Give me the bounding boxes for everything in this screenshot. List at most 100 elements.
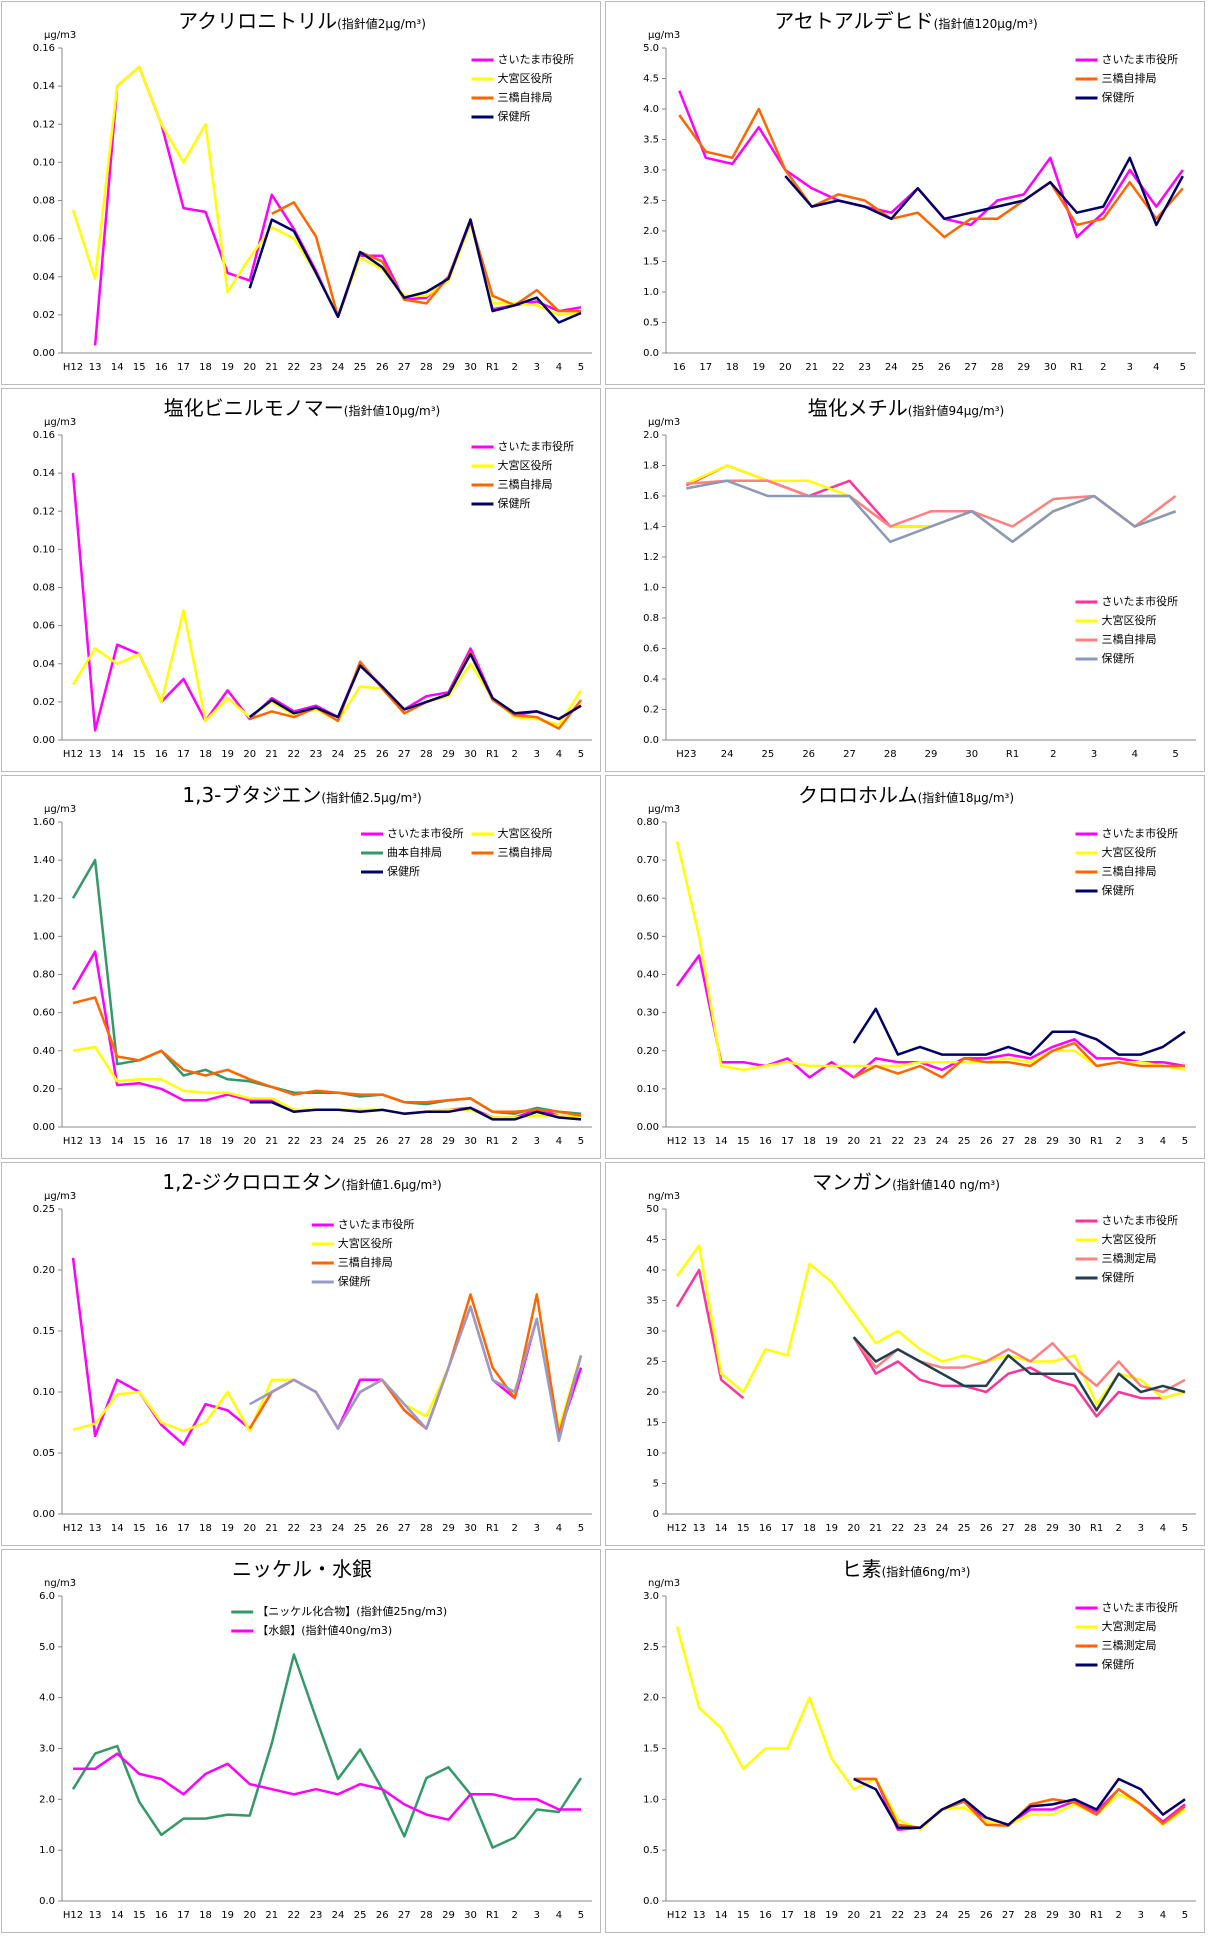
- y-tick-label: 1.60: [33, 817, 55, 828]
- x-tick-label: 16: [155, 749, 168, 760]
- y-tick-label: 6.0: [39, 1591, 55, 1602]
- x-tick-label: 25: [762, 749, 775, 760]
- y-tick-label: 4.5: [643, 74, 659, 85]
- y-tick-label: 0.4: [643, 674, 659, 685]
- chart-panel: 1,2-ジクロロエタン(指針値1.6μg/m³) μg/m3 0.00 0.05 0.1…: [1, 1162, 601, 1546]
- y-tick-label: 15: [646, 1418, 659, 1429]
- legend-label: さいたま市役所: [1102, 826, 1179, 840]
- legend-label: 大宮区役所: [1102, 1232, 1157, 1246]
- y-tick-label: 0.00: [637, 1122, 659, 1133]
- y-unit: μg/m3: [44, 1191, 76, 1202]
- chart-title-group: クロロホルム(指針値18μg/m³): [798, 783, 1014, 807]
- x-tick-label: 20: [243, 749, 256, 760]
- x-tick-label: 20: [847, 1136, 860, 1147]
- series-line: [852, 1336, 1186, 1412]
- x-tick-label: H12: [63, 1136, 83, 1147]
- y-tick-label: 1.2: [643, 552, 659, 563]
- x-tick-label: 14: [715, 1523, 728, 1534]
- x-tick-label: 30: [464, 1910, 477, 1921]
- series-line: [248, 218, 582, 324]
- x-tick-label: 20: [243, 1910, 256, 1921]
- x-tick-label: 14: [111, 749, 124, 760]
- y-tick-label: 0.14: [33, 468, 55, 479]
- x-tick-label: 5: [1172, 749, 1178, 760]
- x-tick-label: 17: [781, 1136, 794, 1147]
- x-tick-label: 15: [133, 1523, 146, 1534]
- x-tick-label: 14: [715, 1136, 728, 1147]
- x-tick-label: 14: [111, 362, 124, 373]
- legend-label: 三橋自排局: [498, 845, 553, 859]
- chart-title: 塩化メチル: [808, 396, 908, 420]
- legend-label: 大宮測定局: [1102, 1619, 1157, 1633]
- y-tick-label: 30: [646, 1326, 659, 1337]
- y-tick-label: 20: [646, 1387, 659, 1398]
- series-line: [686, 479, 1177, 544]
- chart-title-group: ニッケル・水銀: [232, 1557, 372, 1581]
- chart-title: ニッケル・水銀: [232, 1557, 372, 1581]
- y-tick-label: 0.60: [637, 893, 659, 904]
- x-tick-label: 3: [1138, 1136, 1144, 1147]
- series-line: [675, 1244, 1186, 1406]
- x-tick-label: 19: [221, 362, 234, 373]
- x-tick-label: 21: [265, 1910, 278, 1921]
- chart-panel: アセトアルデヒド(指針値120μg/m³) μg/m3 0.0 0.5 1.0 1.5 2.…: [605, 1, 1205, 385]
- x-tick-label: 21: [265, 1523, 278, 1534]
- y-tick-label: 0.0: [39, 1896, 55, 1907]
- legend-label: 【ニッケル化合物】(指針値25ng/m3): [257, 1604, 447, 1618]
- x-tick-label: 28: [1024, 1523, 1037, 1534]
- legend-label: 大宮区役所: [1102, 613, 1157, 627]
- x-tick-label: 26: [376, 1136, 389, 1147]
- x-tick-label: 18: [199, 1910, 212, 1921]
- legend-label: 大宮区役所: [498, 71, 553, 85]
- x-tick-label: 13: [693, 1523, 706, 1534]
- chart-panel: クロロホルム(指針値18μg/m³) μg/m3 0.00 0.10 0.20 0.30 0…: [605, 775, 1205, 1159]
- chart-subtitle: (指針値94μg/m³): [908, 403, 1004, 418]
- legend-label: 三橋自排局: [1102, 632, 1157, 646]
- x-tick-label: 5: [578, 749, 584, 760]
- x-tick-label: 27: [398, 749, 411, 760]
- y-tick-label: 0.2: [643, 705, 659, 716]
- y-tick-label: 0.02: [33, 310, 55, 321]
- x-tick-label: 23: [310, 1136, 323, 1147]
- panel-border: [605, 1, 1205, 385]
- x-tick-label: 29: [1046, 1910, 1059, 1921]
- y-tick-label: 0.70: [637, 855, 659, 866]
- x-tick-label: 26: [980, 1523, 993, 1534]
- x-tick-label: 19: [221, 749, 234, 760]
- x-tick-label: 29: [442, 749, 455, 760]
- x-tick-label: 3: [1127, 362, 1133, 373]
- x-tick-label: 25: [354, 1136, 367, 1147]
- y-tick-label: 0.16: [33, 430, 55, 441]
- x-tick-label: R1: [1090, 1910, 1103, 1921]
- x-tick-label: 17: [177, 1136, 190, 1147]
- x-tick-label: 2: [512, 749, 518, 760]
- y-tick-label: 0.20: [637, 1046, 659, 1057]
- x-tick-label: 28: [884, 749, 897, 760]
- y-tick-label: 0.40: [637, 970, 659, 981]
- x-tick-label: 30: [464, 362, 477, 373]
- series-line: [784, 156, 1184, 227]
- x-tick-label: 25: [958, 1523, 971, 1534]
- legend-label: 保健所: [498, 496, 531, 510]
- x-tick-label: 20: [243, 1523, 256, 1534]
- x-tick-label: 22: [288, 1523, 301, 1534]
- x-tick-label: 16: [759, 1136, 772, 1147]
- y-tick-label: 0.16: [33, 43, 55, 54]
- series-line: [853, 1041, 1185, 1079]
- chart-panel: 塩化ビニルモノマー(指針値10μg/m³) μg/m3 0.00 0.02 0.04 0.…: [1, 388, 601, 772]
- legend-label: さいたま市役所: [387, 826, 464, 840]
- x-tick-label: 20: [847, 1523, 860, 1534]
- y-tick-label: 0.04: [33, 659, 55, 670]
- legend-label: 保健所: [498, 109, 531, 123]
- legend-label: 保健所: [1102, 90, 1135, 104]
- x-tick-label: 17: [781, 1523, 794, 1534]
- chart-subtitle: (指針値10μg/m³): [344, 403, 440, 418]
- y-tick-label: 0.20: [33, 1084, 55, 1095]
- y-tick-label: 4.0: [643, 104, 659, 115]
- x-tick-label: 15: [133, 362, 146, 373]
- chart-subtitle: (指針値2μg/m³): [337, 16, 426, 31]
- x-tick-label: 27: [1002, 1136, 1015, 1147]
- series-line: [249, 651, 582, 730]
- y-tick-label: 0.60: [33, 1008, 55, 1019]
- y-unit: ng/m3: [44, 1578, 76, 1589]
